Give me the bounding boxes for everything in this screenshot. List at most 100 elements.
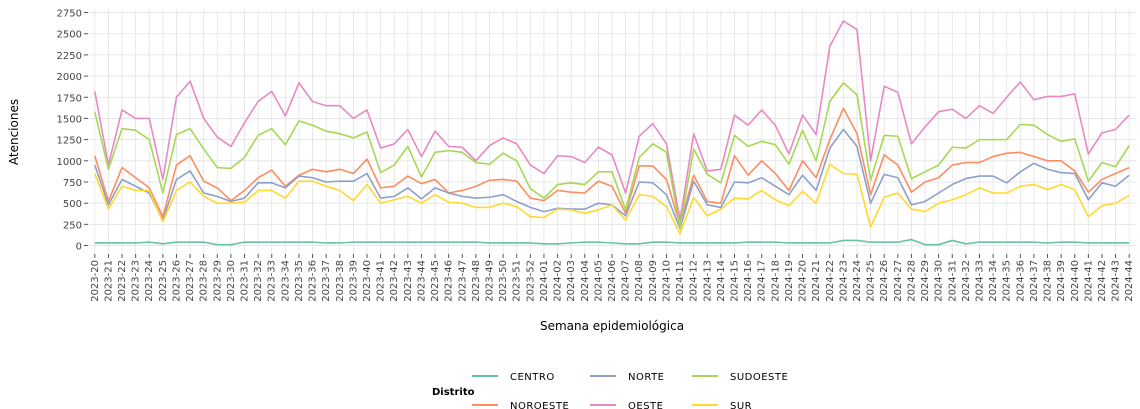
x-tick-label: 2023-30: [226, 260, 237, 302]
x-tick-label: 2024-41: [1083, 260, 1094, 302]
x-tick-label: 2024-44: [1124, 260, 1135, 302]
x-tick-label: 2024-26: [879, 260, 890, 302]
y-tick-label: 2500: [57, 30, 82, 41]
x-tick-label: 2023-33: [267, 260, 278, 302]
x-tick-label: 2024-12: [689, 260, 700, 302]
x-tick-label: 2024-31: [947, 260, 958, 302]
x-tick-label: 2023-43: [403, 260, 414, 302]
y-tick-label: 1500: [57, 114, 82, 125]
x-tick-label: 2023-38: [335, 260, 346, 302]
x-tick-label: 2024-35: [1002, 260, 1013, 302]
x-tick-label: 2024-09: [648, 260, 659, 302]
x-tick-label: 2024-02: [553, 260, 564, 302]
legend-label: CENTRO: [510, 372, 555, 383]
x-tick-label: 2024-33: [974, 260, 985, 302]
x-tick-label: 2024-19: [784, 260, 795, 302]
x-tick-label: 2023-22: [117, 260, 128, 302]
x-tick-label: 2023-29: [212, 260, 223, 302]
x-tick-label: 2023-47: [457, 260, 468, 302]
x-tick-label: 2024-05: [593, 260, 604, 302]
y-tick-label: 2250: [57, 51, 82, 62]
x-tick-label: 2024-39: [1056, 260, 1067, 302]
x-tick-label: 2023-20: [90, 260, 101, 302]
x-tick-label: 2024-21: [811, 260, 822, 302]
y-tick-label: 1750: [57, 93, 82, 104]
x-tick-label: 2024-29: [920, 260, 931, 302]
x-tick-label: 2024-20: [798, 260, 809, 302]
x-tick-label: 2023-27: [185, 260, 196, 302]
x-tick-label: 2023-41: [376, 260, 387, 302]
x-tick-label: 2024-36: [1015, 260, 1026, 302]
x-tick-label: 2024-08: [634, 260, 645, 302]
x-tick-label: 2024-34: [988, 260, 999, 302]
x-tick-label: 2023-37: [321, 260, 332, 302]
y-tick-label: 2000: [57, 72, 82, 83]
legend-label: SUR: [730, 401, 752, 409]
x-tick-label: 2024-17: [757, 260, 768, 302]
x-tick-label: 2023-51: [512, 260, 523, 302]
x-tick-label: 2024-37: [1029, 260, 1040, 302]
y-tick-label: 250: [63, 220, 82, 231]
x-tick-label: 2024-30: [934, 260, 945, 302]
x-tick-label: 2023-35: [294, 260, 305, 302]
x-tick-label: 2024-16: [743, 260, 754, 302]
x-tick-label: 2023-36: [308, 260, 319, 302]
x-tick-label: 2024-13: [702, 260, 713, 302]
x-tick-label: 2023-21: [103, 260, 114, 302]
x-tick-label: 2024-18: [770, 260, 781, 302]
y-tick-label: 750: [63, 178, 82, 189]
x-tick-label: 2024-40: [1070, 260, 1081, 302]
x-tick-label: 2024-28: [906, 260, 917, 302]
x-tick-label: 2024-04: [580, 260, 591, 302]
x-tick-label: 2024-14: [716, 260, 727, 302]
legend-label: NORTE: [628, 372, 665, 383]
legend-label: NOROESTE: [510, 401, 569, 409]
x-tick-label: 2023-49: [485, 260, 496, 302]
x-tick-label: 2023-39: [348, 260, 359, 302]
x-tick-label: 2023-28: [199, 260, 210, 302]
x-tick-label: 2023-48: [471, 260, 482, 302]
x-tick-label: 2023-44: [416, 260, 427, 302]
x-tick-label: 2024-15: [729, 260, 740, 302]
x-tick-label: 2023-42: [389, 260, 400, 302]
x-axis-title: Semana epidemiológica: [540, 319, 684, 333]
x-tick-label: 2023-25: [158, 260, 169, 302]
x-tick-label: 2024-43: [1111, 260, 1122, 302]
x-tick-label: 2024-32: [961, 260, 972, 302]
x-tick-label: 2023-23: [131, 260, 142, 302]
y-tick-label: 0: [76, 242, 82, 253]
x-tick-label: 2023-32: [253, 260, 264, 302]
x-tick-label: 2024-23: [838, 260, 849, 302]
x-tick-label: 2024-06: [607, 260, 618, 302]
legend-label: SUDOESTE: [730, 372, 788, 383]
series-line: [94, 238, 1130, 246]
x-tick-label: 2024-42: [1097, 260, 1108, 302]
x-tick-label: 2024-01: [539, 260, 550, 302]
series-line: [94, 163, 1130, 235]
x-tick-label: 2024-24: [852, 260, 863, 302]
x-tick-label: 2024-10: [661, 260, 672, 302]
y-tick-label: 2750: [57, 9, 82, 20]
x-tick-label: 2024-07: [621, 260, 632, 302]
series-line: [94, 82, 1130, 229]
y-tick-label: 1250: [57, 136, 82, 147]
legend-label: OESTE: [628, 401, 663, 409]
x-tick-label: 2024-11: [675, 260, 686, 302]
series-line: [94, 20, 1130, 221]
y-tick-label: 500: [63, 199, 82, 210]
y-axis-title: Atenciones: [7, 99, 21, 165]
x-tick-label: 2023-26: [171, 260, 182, 302]
x-tick-label: 2024-27: [893, 260, 904, 302]
x-tick-label: 2024-03: [566, 260, 577, 302]
x-tick-label: 2024-22: [825, 260, 836, 302]
x-tick-label: 2023-24: [144, 260, 155, 302]
x-tick-label: 2023-46: [444, 260, 455, 302]
x-tick-label: 2023-50: [498, 260, 509, 302]
x-tick-label: 2023-31: [240, 260, 251, 302]
series-line: [94, 107, 1130, 226]
x-tick-label: 2023-34: [280, 260, 291, 302]
y-tick-label: 1000: [57, 157, 82, 168]
x-tick-label: 2024-25: [866, 260, 877, 302]
